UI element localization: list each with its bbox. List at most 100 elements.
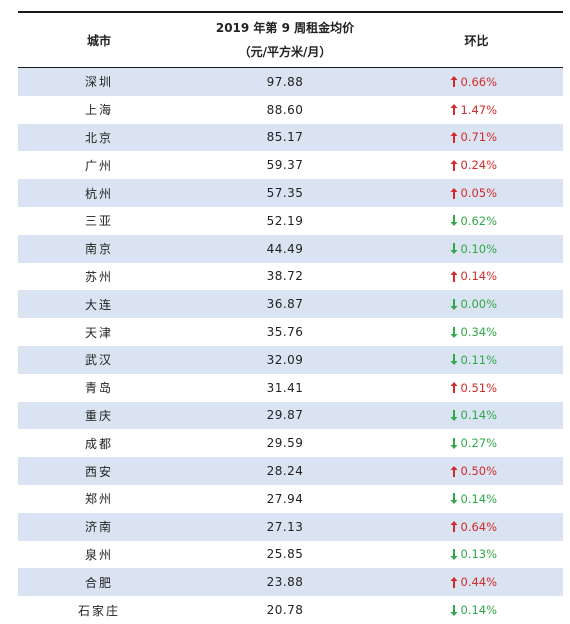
mom-cell: 0.14% <box>390 603 563 617</box>
table-row: 深圳 97.88 0.66% <box>18 68 563 96</box>
arrow-up-icon <box>449 75 459 88</box>
mom-value-group: 0.14% <box>449 269 505 283</box>
arrow-down-icon <box>449 409 459 422</box>
city-cell: 苏州 <box>84 269 113 284</box>
header-rule <box>18 67 563 68</box>
header-price: 2019 年第 9 周租金均价 （元/平方米/月） <box>180 16 390 64</box>
mom-cell: 0.13% <box>390 547 563 561</box>
price-cell: 97.88 <box>266 74 304 89</box>
mom-value-group: 0.13% <box>449 547 505 561</box>
mom-percent: 0.50% <box>460 464 498 479</box>
mom-value-group: 0.14% <box>449 603 505 617</box>
mom-value-group: 0.14% <box>449 492 505 506</box>
mom-percent: 0.14% <box>460 603 498 618</box>
table-row: 武汉 32.09 0.11% <box>18 345 563 374</box>
arrow-down-icon <box>449 604 459 617</box>
table-row: 杭州 57.35 0.05% <box>18 179 563 207</box>
mom-value-group: 0.66% <box>449 75 505 89</box>
mom-cell: 0.66% <box>390 75 563 89</box>
table-row: 济南 27.13 0.64% <box>18 512 563 541</box>
mom-percent: 0.14% <box>460 269 498 284</box>
price-cell: 88.60 <box>266 102 304 117</box>
price-cell: 44.49 <box>266 241 304 256</box>
mom-cell: 0.64% <box>390 520 563 534</box>
mom-percent: 1.47% <box>460 102 498 117</box>
header-city: 城市 <box>86 33 111 48</box>
table-row: 三亚 52.19 0.62% <box>18 207 563 235</box>
city-cell: 重庆 <box>84 408 113 423</box>
mom-value-group: 0.24% <box>449 158 505 172</box>
price-cell: 85.17 <box>266 130 304 145</box>
city-cell: 天津 <box>84 325 113 340</box>
city-cell: 济南 <box>84 520 113 535</box>
city-cell: 杭州 <box>84 186 113 201</box>
mom-value-group: 1.47% <box>449 103 505 117</box>
table-row: 大连 36.87 0.00% <box>18 290 563 319</box>
price-cell: 35.76 <box>266 325 304 340</box>
price-cell: 29.87 <box>266 408 304 423</box>
price-cell: 27.13 <box>266 519 304 534</box>
price-cell: 23.88 <box>266 575 304 590</box>
header-mom: 环比 <box>464 33 489 48</box>
mom-cell: 0.14% <box>390 408 563 422</box>
table-row: 上海 88.60 1.47% <box>18 96 563 124</box>
table-row: 合肥 23.88 0.44% <box>18 568 563 597</box>
arrow-down-icon <box>449 548 459 561</box>
top-rule <box>18 11 563 13</box>
header-price-line2: （元/平方米/月） <box>238 45 332 59</box>
header-price-line1: 2019 年第 9 周租金均价 <box>215 21 355 35</box>
city-cell: 西安 <box>84 464 113 479</box>
mom-cell: 0.14% <box>390 269 563 283</box>
arrow-down-icon <box>449 326 459 339</box>
mom-percent: 0.51% <box>460 380 498 395</box>
mom-percent: 0.27% <box>460 436 498 451</box>
mom-value-group: 0.27% <box>449 436 505 450</box>
mom-percent: 0.24% <box>460 158 498 173</box>
mom-percent: 0.05% <box>460 186 498 201</box>
price-cell: 25.85 <box>266 547 304 562</box>
mom-percent: 0.64% <box>460 519 498 534</box>
table-row: 苏州 38.72 0.14% <box>18 263 563 291</box>
price-cell: 31.41 <box>266 380 304 395</box>
mom-cell: 0.34% <box>390 325 563 339</box>
arrow-up-icon <box>449 381 459 394</box>
mom-value-group: 0.44% <box>449 575 505 589</box>
arrow-down-icon <box>449 298 459 311</box>
arrow-up-icon <box>449 159 459 172</box>
price-cell: 36.87 <box>266 297 304 312</box>
mom-value-group: 0.51% <box>449 381 505 395</box>
mom-cell: 0.51% <box>390 381 563 395</box>
price-cell: 59.37 <box>266 158 304 173</box>
city-cell: 合肥 <box>84 575 113 590</box>
arrow-down-icon <box>449 492 459 505</box>
table-header: 城市 2019 年第 9 周租金均价 （元/平方米/月） 环比 <box>18 13 563 67</box>
mom-value-group: 0.10% <box>449 242 505 256</box>
mom-percent: 0.13% <box>460 547 498 562</box>
table-row: 成都 29.59 0.27% <box>18 429 563 457</box>
mom-percent: 0.71% <box>460 130 498 145</box>
table-row: 石家庄 20.78 0.14% <box>18 596 563 624</box>
city-cell: 成都 <box>84 436 113 451</box>
city-cell: 泉州 <box>84 547 113 562</box>
price-cell: 27.94 <box>266 491 304 506</box>
arrow-up-icon <box>449 465 459 478</box>
arrow-up-icon <box>449 576 459 589</box>
mom-percent: 0.14% <box>460 408 498 423</box>
table-row: 北京 85.17 0.71% <box>18 123 563 152</box>
arrow-down-icon <box>449 353 459 366</box>
price-cell: 38.72 <box>266 269 304 284</box>
mom-percent: 0.62% <box>460 213 498 228</box>
table-body: 深圳 97.88 0.66% 上海 88.60 1.47% 北京 85.17 0.71% 广州 59… <box>18 68 563 624</box>
table-row: 青岛 31.41 0.51% <box>18 374 563 402</box>
price-cell: 57.35 <box>266 186 304 201</box>
mom-percent: 0.00% <box>460 297 498 312</box>
price-cell: 28.24 <box>266 464 304 479</box>
city-cell: 广州 <box>84 158 113 173</box>
arrow-down-icon <box>449 214 459 227</box>
mom-cell: 0.27% <box>390 436 563 450</box>
city-cell: 上海 <box>84 103 113 118</box>
mom-cell: 0.71% <box>390 130 563 144</box>
mom-cell: 0.05% <box>390 186 563 200</box>
table-row: 南京 44.49 0.10% <box>18 234 563 263</box>
